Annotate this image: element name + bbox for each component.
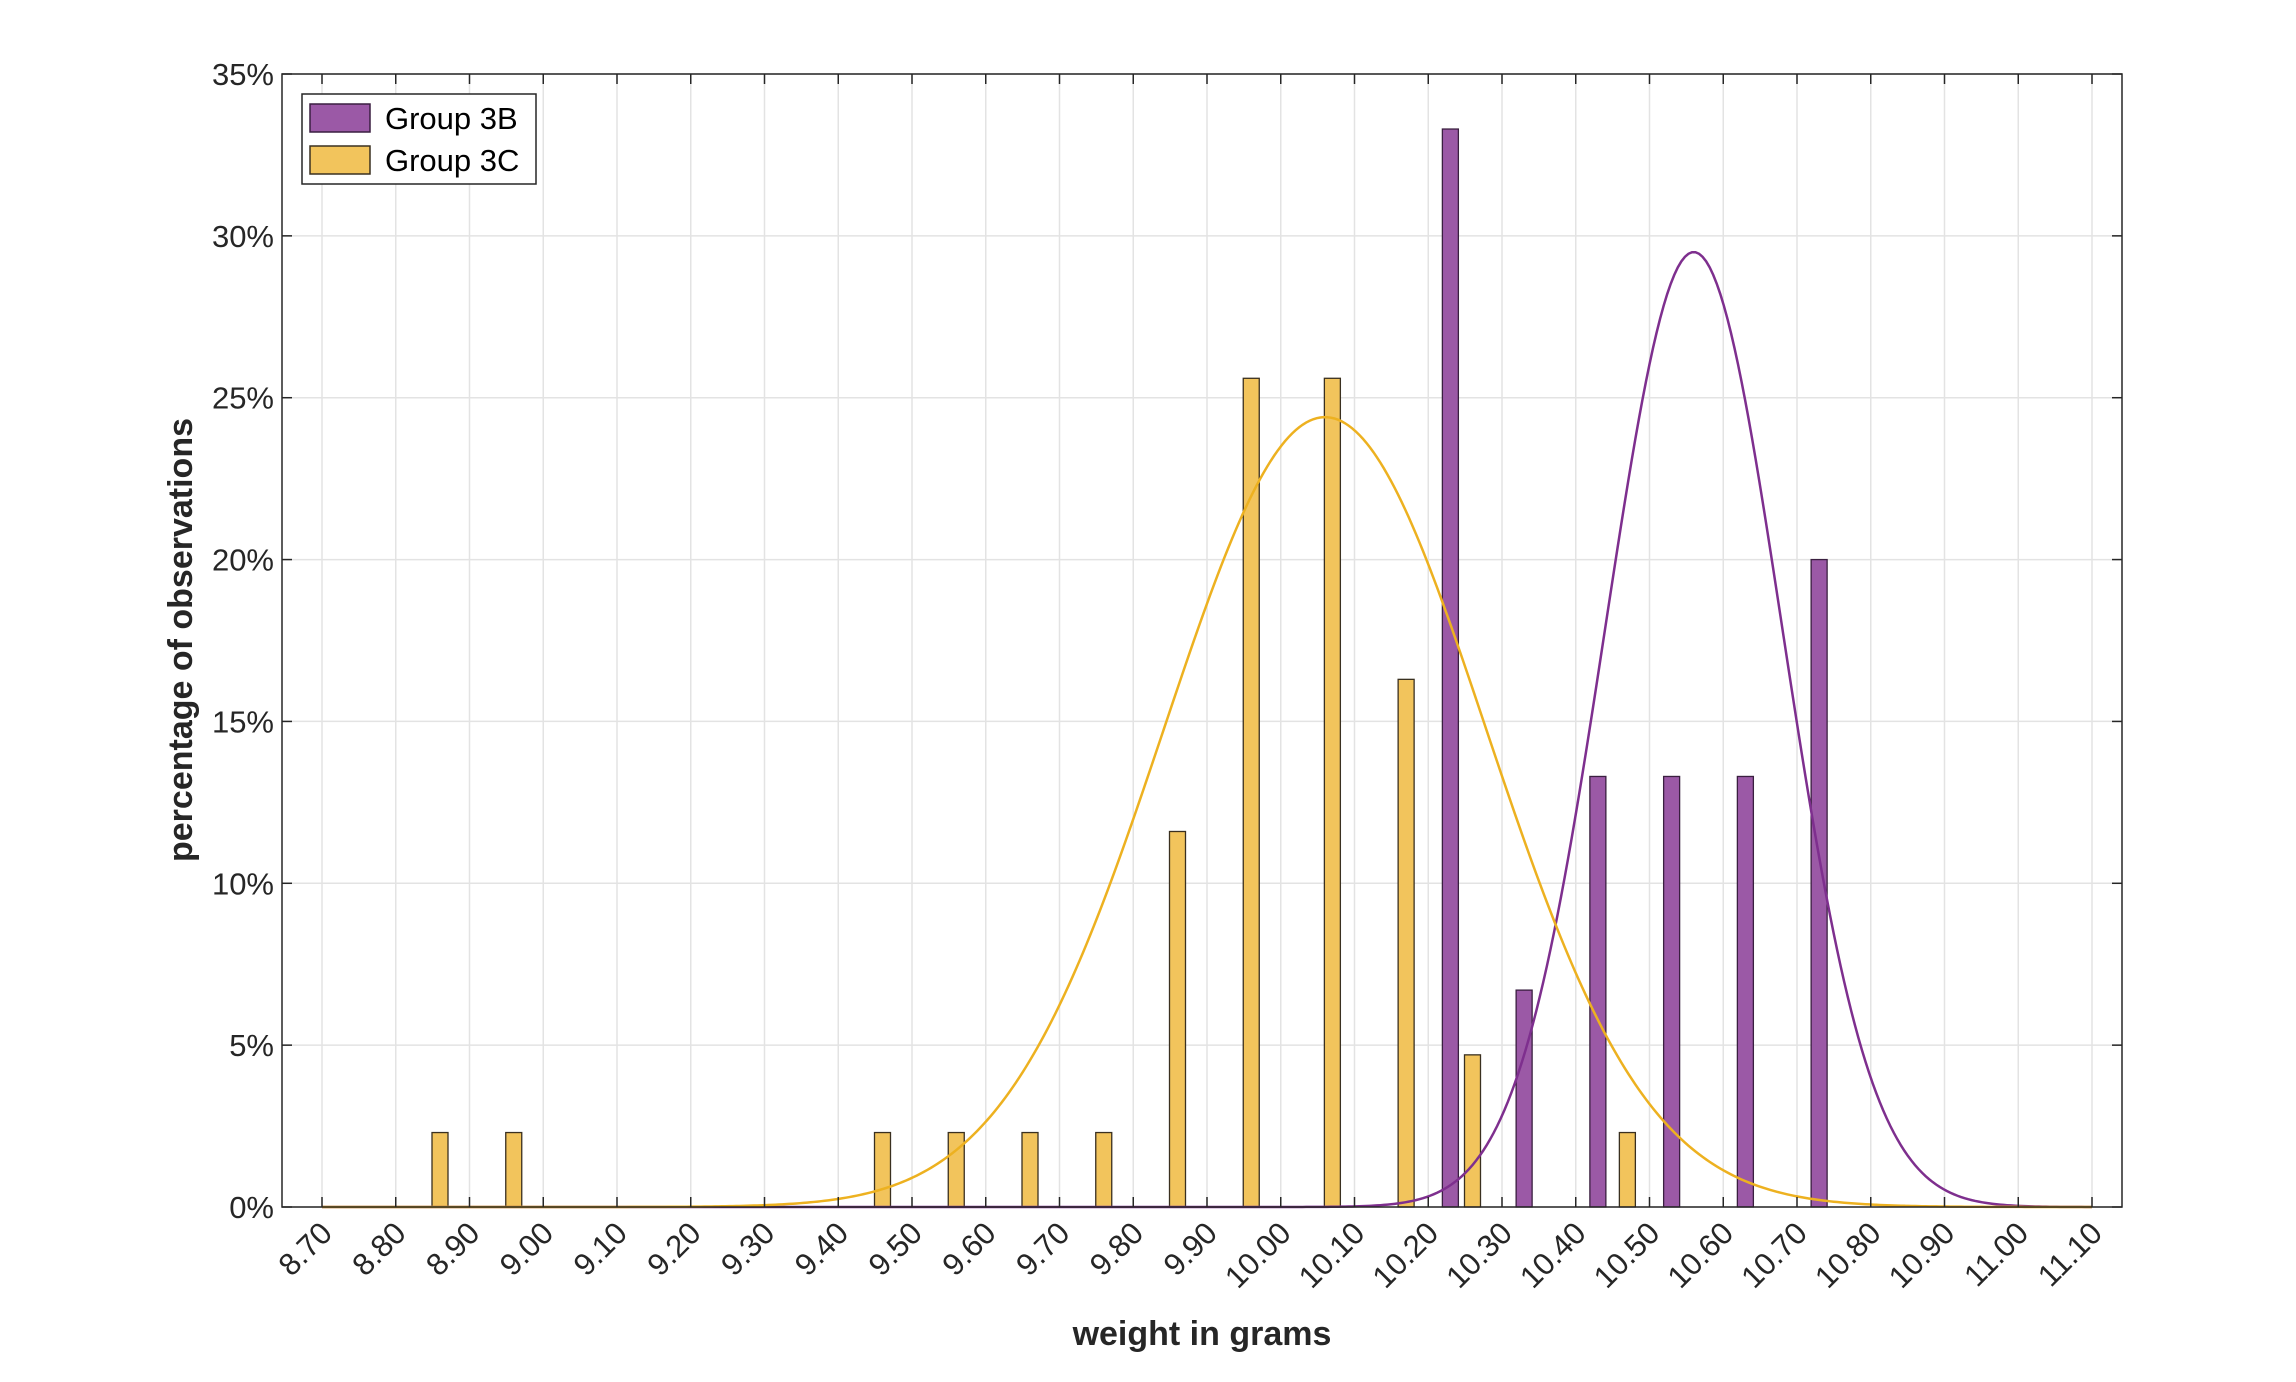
x-axis-label: weight in grams [1072, 1315, 1332, 1353]
x-tick-label: 8.80 [345, 1215, 412, 1282]
y-tick-label: 5% [229, 1028, 274, 1063]
x-tick-label: 9.80 [1083, 1215, 1150, 1282]
legend-label-group-3b: Group 3B [385, 101, 518, 136]
bar-group-3c [873, 1131, 892, 1208]
y-tick-label: 15% [212, 704, 274, 739]
x-tick-label: 10.10 [1292, 1215, 1372, 1295]
bars-group [431, 128, 1828, 1208]
y-tick-label: 35% [212, 57, 274, 92]
legend-label-group-3c: Group 3C [385, 143, 519, 178]
bar-group-3c [505, 1131, 523, 1208]
x-tick-label: 9.00 [493, 1215, 560, 1282]
x-tick-label: 9.10 [567, 1215, 634, 1282]
bar-group-3c [1323, 377, 1342, 1208]
x-tick-label: 9.70 [1009, 1215, 1076, 1282]
y-tick-label: 25% [212, 381, 274, 416]
x-tick-label: 9.20 [640, 1215, 707, 1282]
x-tick-label: 10.70 [1734, 1215, 1814, 1295]
y-tick-label: 20% [212, 543, 274, 578]
bar-group-3b [1589, 775, 1607, 1208]
bar-group-3b [1736, 775, 1755, 1208]
x-tick-label: 9.40 [788, 1215, 855, 1282]
x-tick-label: 10.50 [1587, 1215, 1667, 1295]
x-tick-label: 9.50 [862, 1215, 929, 1282]
bar-group-3b [1441, 128, 1460, 1208]
y-tick-label: 30% [212, 219, 274, 254]
bar-group-3c [1021, 1131, 1039, 1208]
x-tick-label: 8.70 [272, 1215, 339, 1282]
bar-group-3b [1662, 775, 1681, 1208]
bar-group-3c [1168, 830, 1187, 1208]
y-axis-ticks: 0% 5% 10% 15% 20% 25% 30% 35% [212, 57, 2122, 1225]
y-tick-label: 0% [229, 1190, 274, 1225]
x-tick-label: 11.10 [2031, 1215, 2109, 1293]
legend-swatch-group-3b [309, 103, 371, 133]
plot-background [282, 74, 2122, 1207]
bar-group-3c [1397, 678, 1415, 1208]
plot-frame [281, 73, 2123, 1208]
legend: Group 3B Group 3C [301, 93, 537, 185]
bar-group-3c [1095, 1131, 1113, 1208]
y-axis-label: percentage of observations [162, 418, 200, 862]
legend-swatch-group-3c [309, 145, 371, 175]
x-tick-label: 10.40 [1513, 1215, 1593, 1295]
x-tick-label: 10.80 [1808, 1215, 1888, 1295]
bar-group-3c [1242, 377, 1260, 1208]
y-tick-label: 10% [212, 866, 274, 901]
bar-group-3c [431, 1131, 449, 1208]
bar-group-3c [1463, 1054, 1482, 1208]
x-tick-label: 10.20 [1366, 1215, 1446, 1295]
x-tick-label: 10.60 [1661, 1215, 1741, 1295]
x-tick-label: 9.60 [935, 1215, 1002, 1282]
x-tick-label: 9.30 [714, 1215, 781, 1282]
bar-group-3b [1515, 989, 1533, 1208]
x-tick-label: 9.90 [1157, 1215, 1224, 1282]
x-tick-label: 10.00 [1218, 1215, 1298, 1295]
x-tick-label: 10.30 [1439, 1215, 1519, 1295]
x-tick-label: 8.90 [419, 1215, 486, 1282]
bar-group-3c [1618, 1131, 1637, 1208]
x-tick-label: 10.90 [1882, 1215, 1962, 1295]
x-tick-label: 11.00 [1957, 1215, 2035, 1293]
bar-group-3c [947, 1131, 965, 1208]
